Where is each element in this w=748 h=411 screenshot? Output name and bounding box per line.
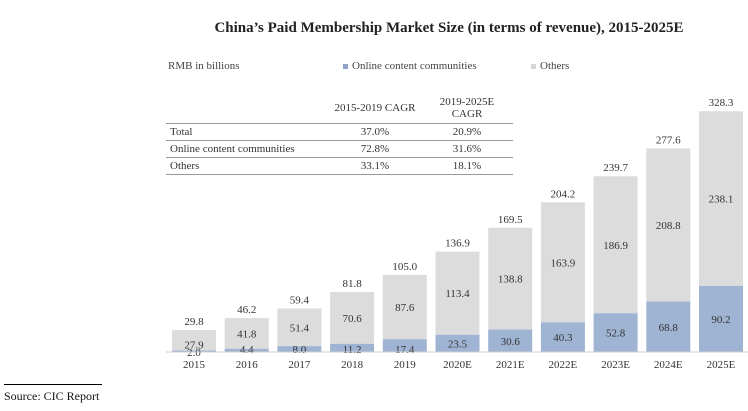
online-value-label: 90.2 [711, 314, 730, 326]
others-value-label: 113.4 [445, 288, 470, 300]
unit-label: RMB in billions [168, 60, 240, 72]
cagr-row: Total 37.0% 20.9% [166, 123, 513, 141]
bar-others [540, 202, 585, 323]
bar-others [330, 292, 375, 344]
bar-online [435, 334, 480, 352]
online-value-label: 68.8 [659, 322, 679, 334]
x-tick-label: 2025E [707, 359, 736, 371]
cagr-value: 72.8% [329, 140, 421, 158]
cagr-value: 33.1% [329, 157, 421, 175]
others-value-label: 186.9 [603, 240, 628, 252]
x-tick-label: 2022E [549, 359, 578, 371]
legend-item-online: Online content communities [343, 60, 477, 72]
cagr-header-row: 2015-2019 CAGR 2019-2025E CAGR [166, 96, 513, 124]
legend-swatch-others [531, 63, 536, 69]
x-tick-label: 2023E [601, 359, 630, 371]
total-label: 59.4 [290, 294, 310, 306]
cagr-table: 2015-2019 CAGR 2019-2025E CAGR Total 37.… [166, 96, 513, 175]
x-tick-label: 2017 [288, 359, 311, 371]
cagr-header-2019-2025: 2019-2025E CAGR [439, 96, 495, 120]
chart-title: China’s Paid Membership Market Size (in … [214, 20, 684, 36]
others-value-label: 70.6 [342, 313, 362, 325]
bar-online [224, 348, 269, 352]
bar-online [330, 343, 375, 352]
online-value-label: 2.0 [187, 347, 201, 359]
online-value-label: 30.6 [501, 336, 521, 348]
others-value-label: 41.8 [237, 328, 257, 340]
others-value-label: 87.6 [395, 302, 415, 314]
online-value-label: 52.8 [606, 328, 626, 340]
total-label: 46.2 [237, 304, 256, 316]
x-tick-label: 2024E [654, 359, 683, 371]
total-label: 277.6 [656, 134, 681, 146]
online-value-label: 11.2 [343, 344, 362, 356]
cagr-value: 37.0% [329, 123, 421, 141]
legend-item-others: Others [531, 60, 569, 72]
source-note: Source: CIC Report [4, 389, 100, 403]
cagr-value: 18.1% [421, 157, 513, 175]
cagr-value: 31.6% [421, 140, 513, 158]
cagr-row: Online content communities 72.8% 31.6% [166, 140, 513, 158]
cagr-row: Others 33.1% 18.1% [166, 157, 513, 175]
bar-others [172, 330, 216, 351]
online-value-label: 40.3 [553, 332, 573, 344]
total-label: 105.0 [392, 261, 417, 273]
bar-others [382, 275, 427, 340]
others-value-label: 27.9 [184, 340, 204, 352]
bar-others [646, 148, 691, 302]
legend-label-online: Online content communities [352, 60, 477, 72]
legend-swatch-online [343, 63, 348, 69]
bar-online [646, 301, 691, 352]
cagr-row-label: Others [166, 157, 329, 175]
others-value-label: 208.8 [656, 220, 681, 232]
bar-online [699, 285, 743, 352]
x-tick-label: 2018 [341, 359, 364, 371]
cagr-value: 20.9% [421, 123, 513, 141]
x-tick-label: 2016 [236, 359, 259, 371]
total-label: 239.7 [603, 162, 628, 174]
total-label: 169.5 [498, 214, 523, 226]
bar-online [382, 339, 427, 352]
others-value-label: 163.9 [551, 257, 576, 269]
bar-others [699, 111, 743, 286]
source-divider [4, 384, 102, 385]
bar-others [593, 176, 638, 314]
online-value-label: 8.0 [293, 344, 307, 356]
total-label: 136.9 [445, 238, 470, 250]
cagr-row-label: Total [166, 123, 329, 141]
bar-others [224, 318, 269, 349]
others-value-label: 238.1 [709, 194, 734, 206]
others-value-label: 51.4 [290, 322, 310, 334]
online-value-label: 23.5 [448, 338, 468, 350]
x-tick-label: 2021E [496, 359, 525, 371]
x-tick-label: 2015 [183, 359, 206, 371]
online-value-label: 17.4 [395, 344, 415, 356]
others-value-label: 138.8 [498, 274, 523, 286]
bar-others [488, 227, 533, 330]
x-tick-label: 2020E [443, 359, 472, 371]
online-value-label: 4.4 [240, 344, 254, 356]
total-label: 81.8 [342, 278, 362, 290]
total-label: 328.3 [709, 97, 734, 109]
bar-online [172, 350, 216, 352]
legend-label-others: Others [540, 60, 570, 72]
bar-online [488, 329, 533, 352]
bar-online [593, 313, 638, 352]
x-tick-label: 2019 [394, 359, 417, 371]
bar-others [277, 308, 322, 347]
bar-others [435, 251, 480, 335]
total-label: 29.8 [184, 316, 204, 328]
total-label: 204.2 [551, 188, 576, 200]
cagr-header-2015-2019: 2015-2019 CAGR [334, 102, 416, 114]
bar-online [540, 322, 585, 352]
bar-online [277, 346, 322, 352]
cagr-row-label: Online content communities [166, 140, 329, 158]
